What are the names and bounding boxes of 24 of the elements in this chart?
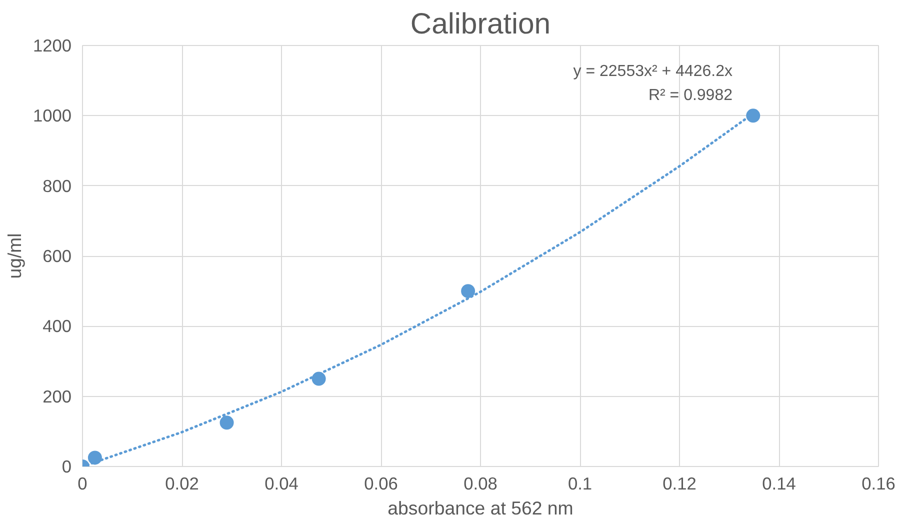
x-tick-label: 0.12 (662, 474, 696, 494)
x-tick-label: 0.08 (464, 474, 498, 494)
x-tick-label: 0.02 (165, 474, 199, 494)
annotation: R² = 0.9982 (648, 87, 733, 104)
x-tick-label: 0.14 (762, 474, 796, 494)
y-tick-label: 400 (42, 316, 72, 336)
x-axis-title: absorbance at 562 nm (388, 498, 574, 518)
x-tick-label: 0 (78, 474, 88, 494)
y-tick-label: 600 (42, 246, 72, 266)
x-tick-label: 0.04 (264, 474, 299, 494)
y-tick-label: 800 (42, 176, 72, 196)
x-tick-label: 0.1 (568, 474, 592, 494)
point (461, 284, 476, 298)
chart-title: Calibration (410, 8, 551, 40)
y-tick-label: 1000 (32, 106, 72, 126)
annotation: y = 22553x² + 4426.2x (573, 63, 733, 80)
y-tick-label: 0 (62, 456, 72, 476)
y-tick-label: 1200 (32, 36, 72, 56)
point (220, 416, 234, 430)
y-axis-title: ug/ml (4, 233, 25, 279)
x-tick-label: 0.06 (364, 474, 398, 494)
point (746, 108, 760, 123)
x-tick-label: 0.16 (862, 474, 896, 494)
y-tick-label: 200 (42, 386, 72, 406)
